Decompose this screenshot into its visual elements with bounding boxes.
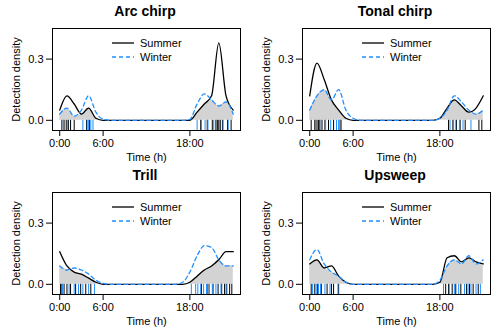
svg-text:6:00: 6:00 [342, 301, 363, 313]
html-text:Tonal chirp: Tonal chirp [357, 3, 433, 19]
svg-text:6:00: 6:00 [92, 137, 113, 149]
svg-text:0:00: 0:00 [49, 301, 70, 313]
html-text:Upsweep: Upsweep [364, 167, 426, 183]
svg-text:6:00: 6:00 [342, 137, 363, 149]
svg-text:18:00: 18:00 [426, 137, 454, 149]
html-text:Arc chirp: Arc chirp [114, 3, 176, 19]
svg-text:0:00: 0:00 [49, 137, 70, 149]
svg-text:18:00: 18:00 [426, 301, 454, 313]
svg-text:0.0: 0.0 [28, 278, 43, 290]
html-text:Summer: Summer [140, 201, 182, 213]
svg-text:Detection density: Detection density [260, 201, 272, 286]
svg-text:18:00: 18:00 [176, 301, 204, 313]
svg-text:0:00: 0:00 [299, 301, 320, 313]
svg-text:0.0: 0.0 [28, 114, 43, 126]
svg-text:Detection density: Detection density [10, 201, 22, 286]
svg-text:0.3: 0.3 [278, 217, 293, 229]
svg-text:0:00: 0:00 [299, 137, 320, 149]
svg-text:0.0: 0.0 [278, 278, 293, 290]
svg-text:0.3: 0.3 [278, 53, 293, 65]
svg-text:0.3: 0.3 [28, 53, 43, 65]
html-text:Summer: Summer [140, 37, 182, 49]
html-text:Summer: Summer [390, 37, 432, 49]
svg-text:Time (h): Time (h) [376, 315, 417, 327]
svg-text:Time (h): Time (h) [126, 315, 167, 327]
html-text:Winter: Winter [390, 51, 422, 63]
svg-text:Time (h): Time (h) [126, 151, 167, 163]
html-text:Winter: Winter [390, 215, 422, 227]
svg-text:6:00: 6:00 [92, 301, 113, 313]
html-text:Winter: Winter [140, 215, 172, 227]
svg-text:Time (h): Time (h) [376, 151, 417, 163]
svg-text:Detection density: Detection density [10, 37, 22, 122]
svg-text:Detection density: Detection density [260, 37, 272, 122]
html-text:Winter: Winter [140, 51, 172, 63]
svg-text:0.0: 0.0 [278, 114, 293, 126]
html-text:Trill: Trill [132, 167, 158, 183]
html-text:Summer: Summer [390, 201, 432, 213]
svg-text:18:00: 18:00 [176, 137, 204, 149]
svg-text:0.3: 0.3 [28, 217, 43, 229]
